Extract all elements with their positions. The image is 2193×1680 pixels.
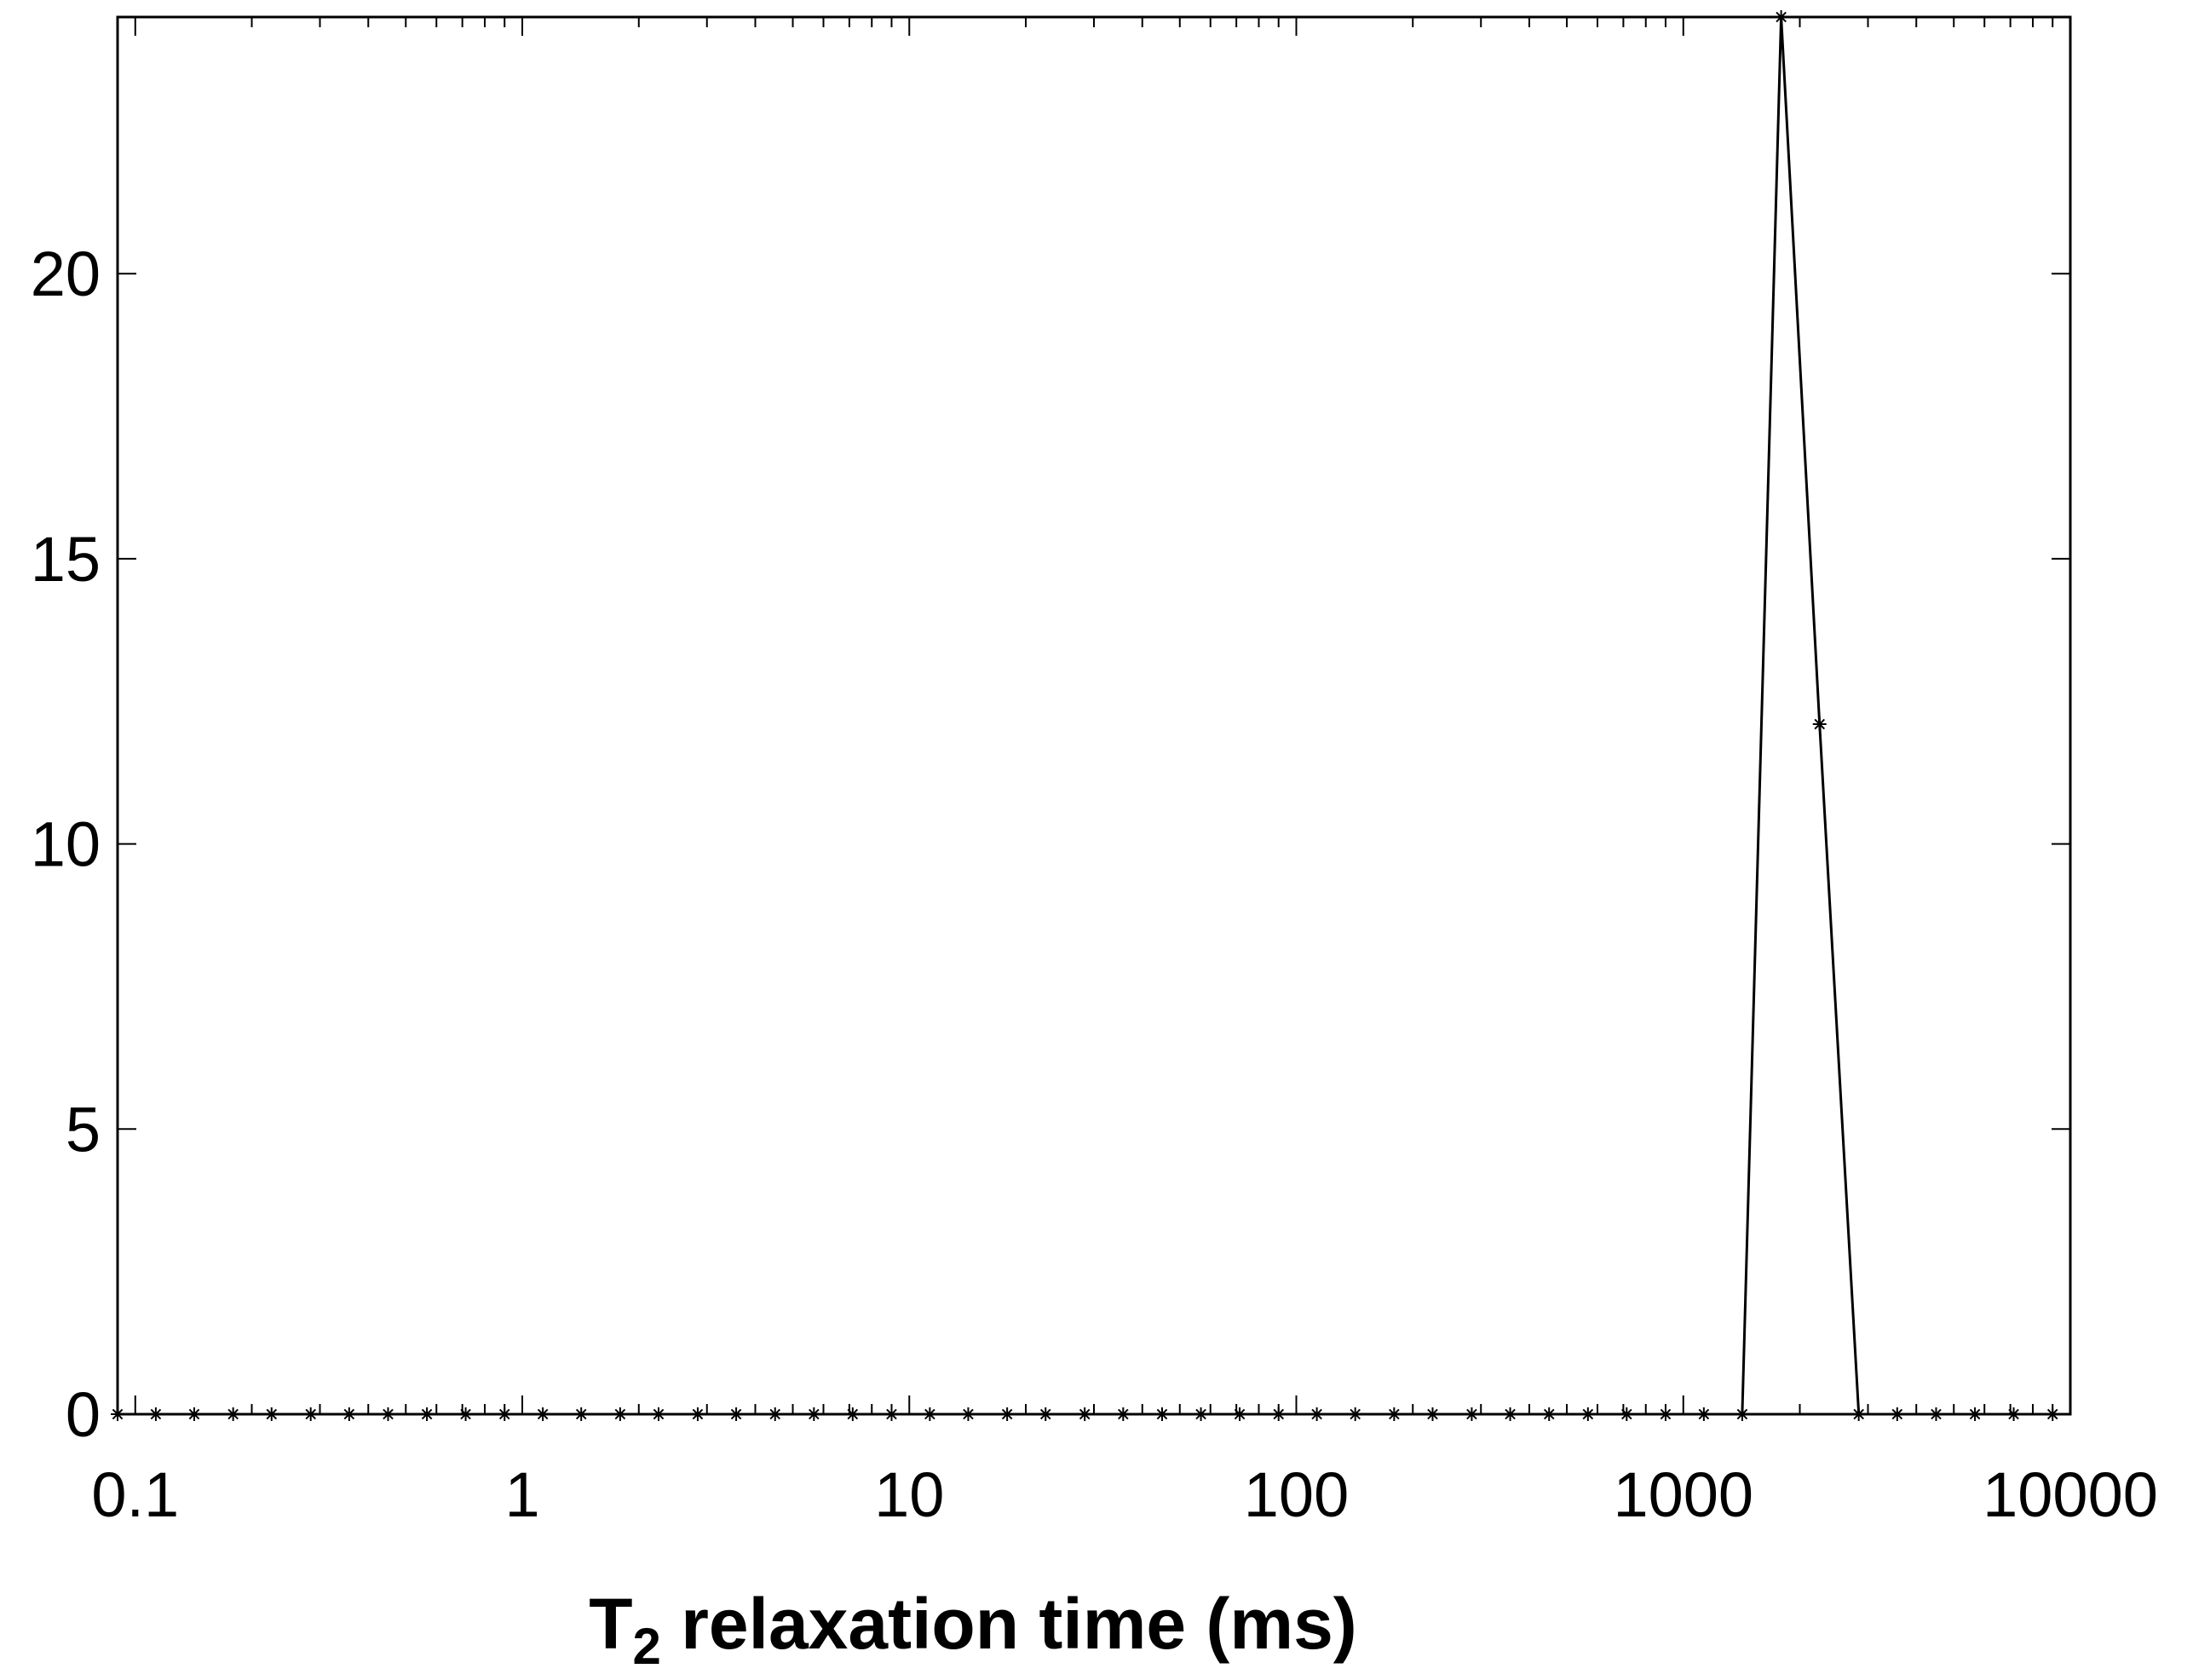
data-point: [1580, 1407, 1595, 1421]
x-tick-label: 100: [1244, 1459, 1349, 1530]
data-point: [690, 1407, 705, 1421]
x-axis-label-rest: relaxation time (ms): [661, 1584, 1357, 1664]
data-point: [420, 1407, 435, 1421]
data-point: [768, 1407, 782, 1421]
data-point: [613, 1407, 627, 1421]
data-point: [1929, 1407, 1943, 1421]
data-point: [1890, 1407, 1904, 1421]
data-point: [1116, 1407, 1131, 1421]
data-point: [961, 1407, 976, 1421]
data-point: [1233, 1407, 1247, 1421]
x-tick-labels: 0.1 1 10 100 1000 10000: [91, 1459, 2158, 1530]
plot-frame: [116, 15, 2072, 1416]
x-tick-label: 10000: [1983, 1459, 2158, 1530]
tick-marks: [117, 17, 2071, 1415]
data-point: [148, 1407, 163, 1421]
data-point: [1503, 1407, 1517, 1421]
y-tick-label: 0: [66, 1379, 101, 1450]
data-point: [1000, 1407, 1015, 1421]
data-point: [1465, 1407, 1479, 1421]
x-axis-label-subscript: 2: [633, 1618, 661, 1675]
data-point: [729, 1407, 744, 1421]
data-point: [1387, 1407, 1402, 1421]
data-point: [1309, 1407, 1324, 1421]
data-point: [574, 1407, 589, 1421]
x-tick-label: 1: [504, 1459, 539, 1530]
x-tick-label: 1000: [1613, 1459, 1753, 1530]
x-axis-label-main: T: [589, 1584, 632, 1664]
data-point: [1425, 1407, 1440, 1421]
data-point: [1078, 1407, 1092, 1421]
data-point: [652, 1407, 666, 1421]
data-point: [1851, 1407, 1866, 1421]
data-markers: [111, 10, 2060, 1421]
y-tick-label: 5: [66, 1094, 101, 1165]
data-point: [1039, 1407, 1053, 1421]
data-point: [2046, 1407, 2060, 1421]
data-point: [1154, 1407, 1169, 1421]
data-point: [226, 1407, 240, 1421]
data-point: [111, 1407, 124, 1421]
data-point: [1542, 1407, 1557, 1421]
data-point: [303, 1407, 318, 1421]
data-point: [1812, 717, 1827, 732]
data-point: [342, 1407, 356, 1421]
x-axis-label: T2 relaxation time (ms): [589, 1584, 1357, 1675]
x-tick-label: 0.1: [91, 1459, 179, 1530]
y-tick-label: 20: [31, 239, 101, 309]
data-point: [884, 1407, 899, 1421]
data-point: [187, 1407, 201, 1421]
data-point: [1968, 1407, 1983, 1421]
data-point: [845, 1407, 860, 1421]
data-point: [1735, 1407, 1749, 1421]
x-tick-label: 10: [874, 1459, 944, 1530]
y-tick-label: 15: [31, 524, 101, 595]
data-point: [498, 1407, 512, 1421]
data-point: [1696, 1407, 1711, 1421]
data-point: [923, 1407, 937, 1421]
data-point: [1194, 1407, 1208, 1421]
y-tick-labels: 0 5 10 15 20: [31, 239, 101, 1450]
data-point: [1774, 10, 1788, 24]
data-point: [536, 1407, 550, 1421]
data-point: [807, 1407, 821, 1421]
series-line: [118, 16, 2053, 1416]
data-point: [1620, 1407, 1634, 1421]
data-point: [1271, 1407, 1286, 1421]
data-point: [264, 1407, 279, 1421]
data-point: [1658, 1407, 1672, 1421]
data-point: [458, 1407, 473, 1421]
y-tick-label: 10: [31, 809, 101, 880]
data-point: [1348, 1407, 1362, 1421]
data-point: [381, 1407, 395, 1421]
data-point: [2006, 1407, 2021, 1421]
